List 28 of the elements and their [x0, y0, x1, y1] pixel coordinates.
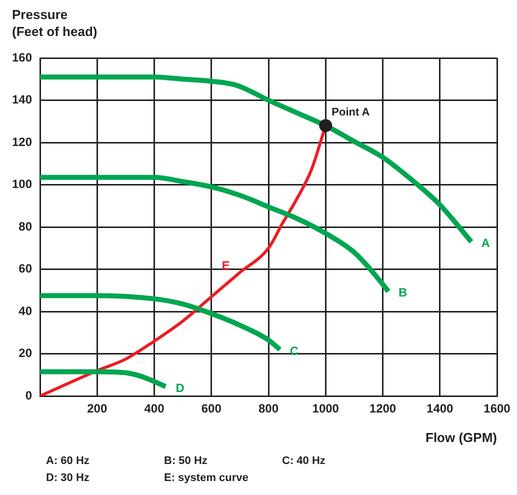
y-tick-label: 80	[18, 219, 32, 234]
y-tick-label: 40	[18, 304, 32, 318]
y-tick-label: 20	[18, 346, 32, 360]
y-tick-label: 0	[25, 388, 32, 402]
x-tick-label: 200	[87, 402, 108, 416]
y-axis-title: Pressure (Feet of head)	[12, 6, 98, 40]
series-label: B	[398, 286, 408, 300]
y-tick-label: 160	[12, 50, 32, 64]
text: B: 50 Hz	[164, 455, 208, 467]
x-tick-label: 800	[258, 402, 279, 416]
text: E: system curve	[164, 472, 250, 484]
text: A: 60 Hz	[46, 455, 90, 467]
series-label: A	[481, 236, 490, 250]
x-tick-label: 1000	[312, 402, 340, 416]
y-tick-label: 100	[12, 177, 32, 192]
x-tick-label: 1200	[369, 402, 396, 416]
text: D: 30 Hz	[46, 472, 90, 484]
x-tick-label: 1400	[426, 402, 454, 416]
x-axis-title: Flow (GPM)	[426, 430, 497, 445]
x-tick-label: 600	[201, 402, 222, 416]
y-tick-label: 140	[12, 92, 32, 107]
annotation: Point A	[332, 106, 370, 119]
y-tick-label: 120	[12, 134, 32, 149]
x-tick-label: 400	[144, 402, 165, 416]
x-tick-label: 1600	[484, 402, 511, 416]
text: C: 40 Hz	[282, 455, 326, 467]
y-tick-label: 60	[18, 262, 32, 276]
series-label: D	[176, 380, 185, 395]
